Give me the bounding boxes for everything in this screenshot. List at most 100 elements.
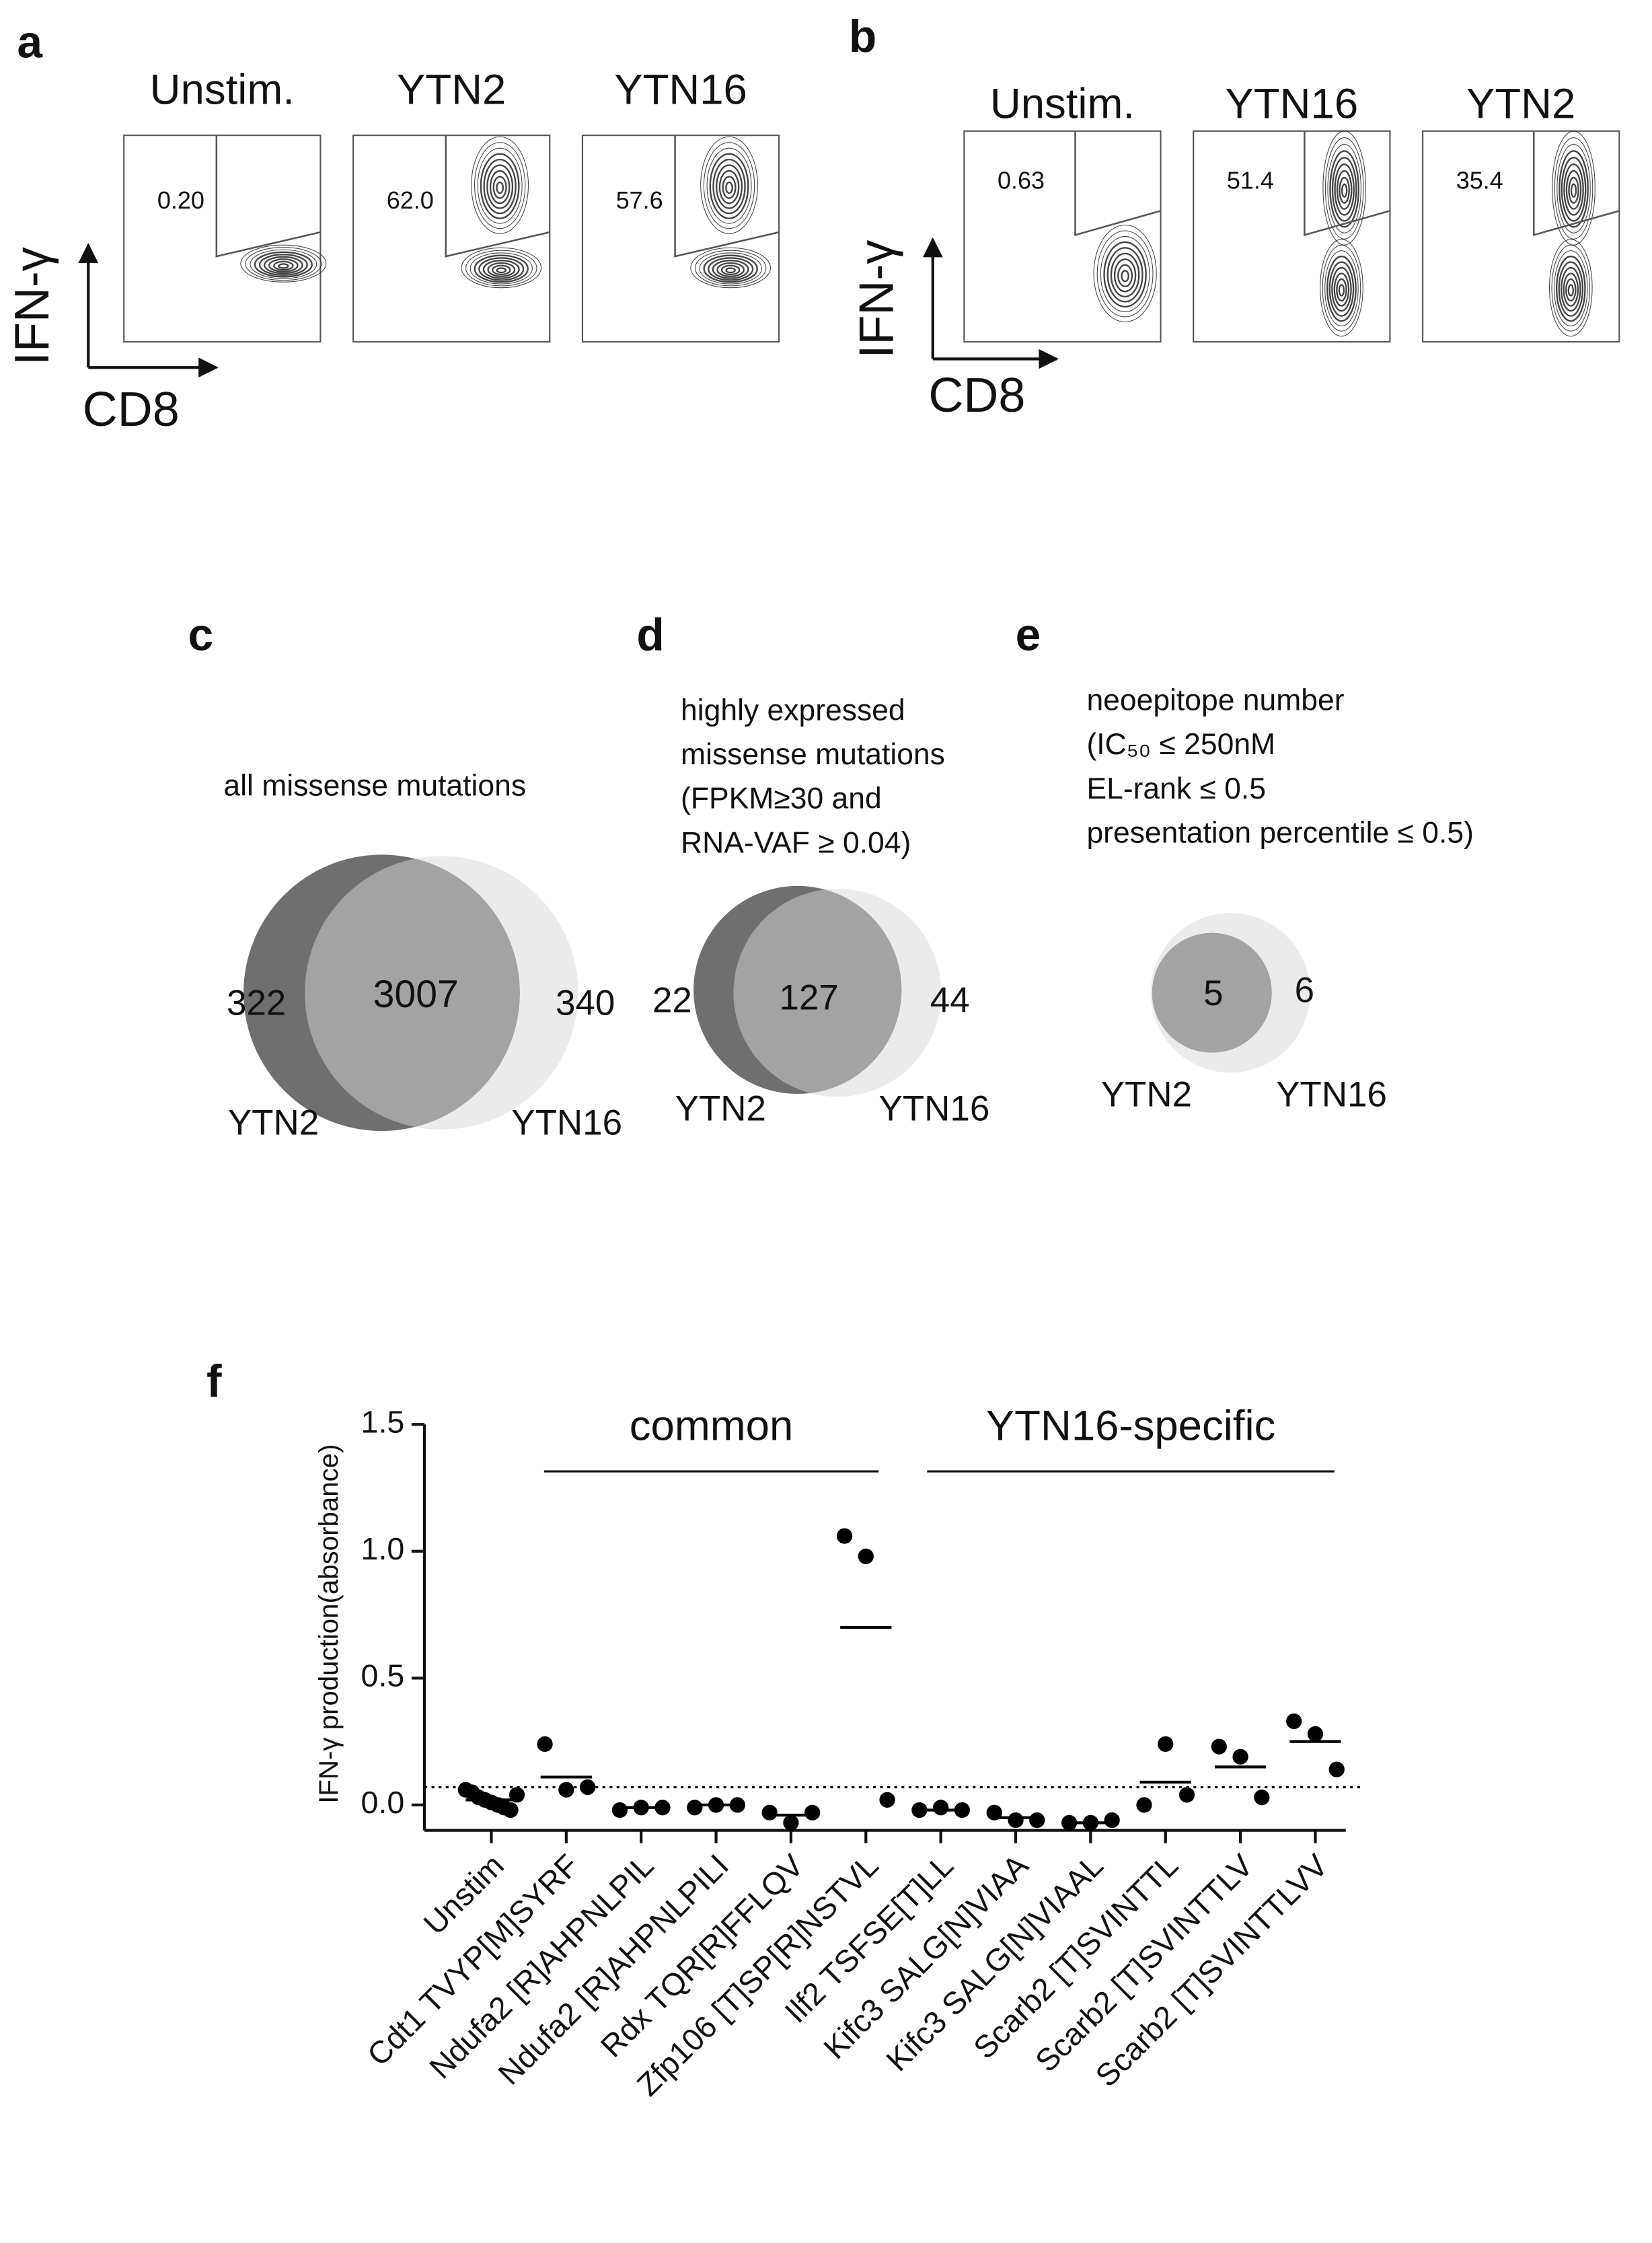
contour — [263, 256, 303, 274]
panel-label: f — [206, 1356, 222, 1407]
data-point — [858, 1548, 874, 1564]
contour — [240, 244, 327, 283]
contour — [1336, 278, 1347, 302]
contour — [1324, 250, 1359, 327]
venn-label: 127 — [779, 978, 838, 1017]
contour — [486, 164, 514, 209]
contour — [474, 142, 526, 229]
contour — [703, 142, 755, 229]
contour — [720, 264, 741, 276]
y-tick-label: 1.0 — [361, 1531, 405, 1566]
gate-percent: 35.4 — [1456, 167, 1503, 194]
contour — [1117, 264, 1133, 287]
contour — [1324, 137, 1364, 240]
data-point — [804, 1804, 821, 1821]
contour — [1328, 261, 1355, 317]
sample-name: Unstim. — [150, 66, 295, 113]
contour — [1106, 247, 1143, 303]
panel-label: e — [1016, 610, 1041, 660]
contour — [708, 257, 754, 281]
contour — [703, 254, 758, 283]
venn-label: YTN16 — [511, 1103, 622, 1143]
plot-frame — [1193, 130, 1391, 343]
panel-title: neoepitope number — [1086, 684, 1344, 717]
panel-title: highly expressed — [681, 694, 905, 727]
gate-percent: 0.63 — [998, 167, 1045, 194]
contour — [487, 262, 516, 277]
contour — [250, 249, 317, 279]
data-point — [537, 1736, 553, 1753]
contour — [471, 136, 529, 234]
contour — [1103, 241, 1147, 308]
contour — [718, 170, 740, 205]
gate — [215, 135, 321, 258]
contour — [1093, 224, 1157, 323]
data-point — [579, 1779, 596, 1796]
contour — [491, 264, 511, 276]
y-axis-title: IFN-γ production(absorbance) — [313, 1444, 344, 1804]
x-axis-label: CD8 — [83, 383, 180, 437]
plot-frame — [1422, 130, 1620, 343]
data-point — [1029, 1812, 1045, 1829]
contour — [1322, 131, 1366, 246]
contour — [1552, 131, 1595, 246]
plot-frame — [581, 135, 780, 343]
data-point — [1008, 1812, 1024, 1829]
group-label: common — [630, 1402, 794, 1449]
contour — [273, 260, 294, 271]
gate-percent: 57.6 — [616, 186, 663, 214]
contour — [1556, 144, 1591, 233]
venn-label: YTN16 — [879, 1089, 990, 1128]
gate — [674, 135, 780, 258]
contour — [1549, 239, 1593, 337]
venn-label: 340 — [556, 984, 615, 1023]
data-point — [687, 1800, 703, 1816]
panel-title: presentation percentile ≤ 0.5) — [1086, 816, 1473, 849]
venn-label: 3007 — [373, 973, 459, 1016]
data-point — [1104, 1812, 1120, 1829]
contour — [1327, 144, 1361, 233]
contour — [1339, 176, 1350, 204]
contour — [1555, 255, 1586, 322]
sample-name: Unstim. — [990, 81, 1135, 128]
contour — [245, 247, 322, 281]
contour — [1121, 270, 1129, 283]
contour — [700, 136, 758, 234]
panel-label: a — [17, 17, 43, 68]
gate-percent: 0.20 — [157, 186, 204, 214]
data-point — [1158, 1736, 1174, 1753]
contour — [694, 250, 767, 287]
gate — [1532, 131, 1620, 237]
data-point — [1211, 1738, 1227, 1755]
contour — [470, 252, 533, 285]
panel-title: (FPKM≥30 and — [681, 782, 882, 815]
contour — [1567, 284, 1575, 297]
data-point — [1307, 1726, 1324, 1742]
plot-frame — [123, 135, 322, 343]
venn-label: YTN16 — [1276, 1074, 1387, 1114]
contour — [1561, 157, 1587, 222]
data-point — [1328, 1761, 1345, 1777]
contour — [1096, 230, 1154, 318]
gate-percent: 62.0 — [387, 186, 434, 214]
gate — [445, 135, 550, 258]
contour — [496, 267, 507, 274]
contour — [1559, 150, 1589, 228]
venn-label: YTN2 — [675, 1089, 766, 1128]
y-axis-label: IFN-γ — [5, 247, 59, 365]
data-point — [1232, 1749, 1248, 1765]
contour — [1331, 266, 1352, 312]
venn-label: 22 — [652, 981, 692, 1021]
contour — [712, 260, 749, 279]
sample-name: YTN16 — [614, 66, 747, 113]
contour — [706, 147, 752, 224]
panel-title: RNA-VAF ≥ 0.04) — [681, 826, 911, 859]
panel-title: all missense mutations — [223, 770, 526, 803]
venn-label: 6 — [1295, 971, 1314, 1010]
x-axis-label: CD8 — [928, 369, 1025, 422]
contour — [1326, 255, 1357, 322]
panel-title: (IC₅₀ ≤ 250nM — [1086, 728, 1275, 761]
contour — [1561, 266, 1581, 312]
